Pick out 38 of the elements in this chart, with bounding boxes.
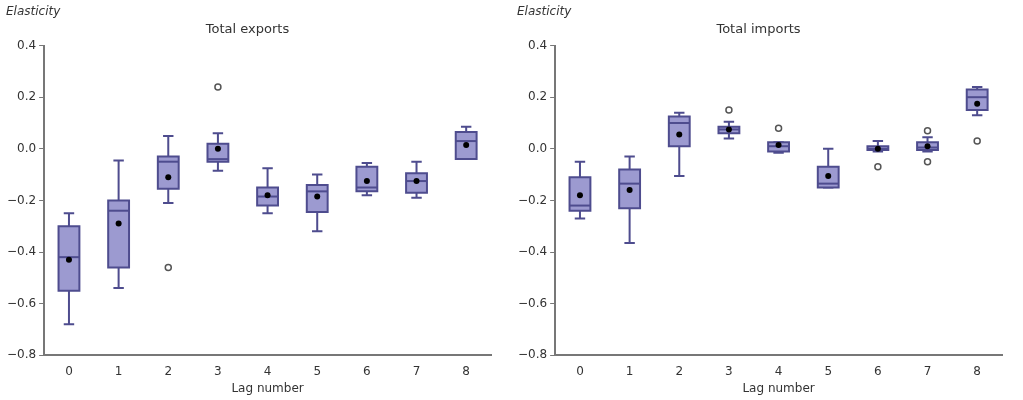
y-tick-label: 0.4 xyxy=(17,37,37,52)
x-tick-label: 5 xyxy=(313,363,322,378)
x-tick-label: 8 xyxy=(462,363,470,378)
chart-title: Total exports xyxy=(204,21,290,37)
y-tick-label: 0.4 xyxy=(528,37,548,52)
x-tick-label: 5 xyxy=(824,363,833,378)
x-axis-title: Lag number xyxy=(742,380,815,395)
x-tick-label: 3 xyxy=(725,363,733,378)
x-tick-label: 0 xyxy=(576,363,584,378)
chart-title: Total imports xyxy=(715,21,801,37)
x-tick-label: 6 xyxy=(874,363,882,378)
y-tick-label: 0.0 xyxy=(528,140,548,155)
y-tick-label: −0.4 xyxy=(7,244,37,259)
x-tick-label: 0 xyxy=(65,363,73,378)
y-tick-label: 0.2 xyxy=(528,89,548,104)
x-tick-label: 2 xyxy=(164,363,173,378)
x-tick-label: 4 xyxy=(263,363,272,378)
x-tick-label: 7 xyxy=(923,363,932,378)
x-tick-label: 8 xyxy=(973,363,981,378)
y-tick-label: −0.6 xyxy=(518,295,548,310)
y-tick-label: −0.8 xyxy=(7,347,37,362)
y-tick-label: 0.2 xyxy=(17,89,37,104)
x-tick-label: 7 xyxy=(412,363,421,378)
x-tick-label: 4 xyxy=(774,363,783,378)
y-tick-label: −0.2 xyxy=(7,192,37,207)
x-tick-label: 2 xyxy=(675,363,684,378)
x-tick-label: 6 xyxy=(363,363,371,378)
y-axis-title: Elasticity xyxy=(6,4,62,19)
y-tick-label: −0.2 xyxy=(518,192,548,207)
y-tick-label: −0.6 xyxy=(7,295,37,310)
y-tick-label: 0.0 xyxy=(17,140,37,155)
y-tick-label: −0.8 xyxy=(518,347,548,362)
y-tick-label: −0.4 xyxy=(518,244,548,259)
x-tick-label: 1 xyxy=(114,363,123,378)
y-axis-title: Elasticity xyxy=(517,4,573,19)
x-tick-label: 3 xyxy=(214,363,222,378)
x-axis-title: Lag number xyxy=(231,380,304,395)
x-tick-label: 1 xyxy=(625,363,634,378)
